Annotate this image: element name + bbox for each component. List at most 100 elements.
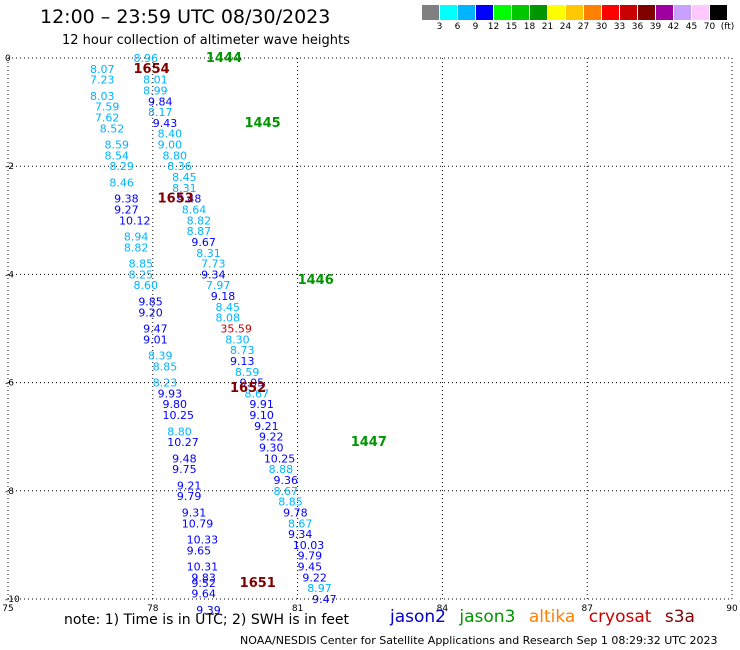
sat-altika: altika xyxy=(528,607,576,627)
x-tick-label: 87 xyxy=(581,604,592,614)
wave-height-value: 8.73 xyxy=(230,344,255,357)
x-tick-label: 78 xyxy=(147,604,159,614)
scale-label: 36 xyxy=(631,22,644,32)
wave-height-value: 9.75 xyxy=(172,463,197,476)
wave-height-value: 8.29 xyxy=(109,160,134,173)
wave-height-value: 9.30 xyxy=(259,442,284,455)
wave-height-value: 35.59 xyxy=(220,323,252,336)
scale-swatch xyxy=(512,5,529,20)
wave-height-value: 10.25 xyxy=(162,409,194,422)
wave-height-value: 9.36 xyxy=(273,474,298,487)
y-tick-label: -4 xyxy=(5,270,14,280)
wave-height-value: 9.38 xyxy=(114,193,139,206)
x-tick-label: 75 xyxy=(2,604,13,614)
scale-swatch xyxy=(458,5,475,20)
wave-height-value: 8.08 xyxy=(216,312,241,325)
wave-height-value: 9.21 xyxy=(177,479,202,492)
wave-height-value: 9.05 xyxy=(240,377,265,390)
scale-swatch xyxy=(530,5,547,20)
wave-height-value: 8.54 xyxy=(105,149,129,162)
wave-height-value: 8.80 xyxy=(162,149,187,162)
wave-height-value: 7.73 xyxy=(201,258,226,271)
wave-height-value: 9.52 xyxy=(191,577,216,590)
sat-s3a: s3a xyxy=(664,607,695,627)
wave-height-value: 8.85 xyxy=(278,496,303,509)
pass-time-label: 1445 xyxy=(245,116,281,131)
scale-label: 3 xyxy=(436,22,443,32)
scale-label: 9 xyxy=(472,22,479,32)
wave-height-value: 8.25 xyxy=(129,268,154,281)
wave-height-value: 9.34 xyxy=(288,528,313,541)
wave-height-value: 9.27 xyxy=(114,203,139,216)
scale-swatch xyxy=(692,5,709,20)
scale-label: 18 xyxy=(523,22,536,32)
wave-height-value: 8.01 xyxy=(143,74,168,87)
wave-height-value: 10.03 xyxy=(293,539,325,552)
scale-label: 12 xyxy=(487,22,500,32)
wave-height-value: 8.59 xyxy=(105,139,129,152)
x-tick-label: 84 xyxy=(437,604,449,614)
scale-swatch xyxy=(422,5,439,20)
wave-height-value: 9.43 xyxy=(153,117,178,130)
pass-time-label: 1653 xyxy=(158,192,194,207)
y-tick-label: 0 xyxy=(5,54,11,64)
wave-height-value: 9.10 xyxy=(249,409,273,422)
wave-height-value: 8.67 xyxy=(245,387,269,400)
scale-swatch xyxy=(548,5,565,20)
scale-swatch xyxy=(440,5,457,20)
footnote: note: 1) Time is in UTC; 2) SWH is in fe… xyxy=(64,612,350,628)
scale-label: 42 xyxy=(667,22,680,32)
scale-label: 39 xyxy=(649,22,662,32)
scale-label: 30 xyxy=(595,22,608,32)
x-tick-label: 81 xyxy=(292,604,303,614)
wave-height-value: 9.93 xyxy=(158,387,183,400)
wave-height-value: 7.59 xyxy=(95,101,120,114)
wave-height-value: 8.45 xyxy=(172,171,197,184)
wave-height-value: 8.85 xyxy=(153,360,178,373)
wave-height-value: 9.21 xyxy=(254,420,279,433)
scale-label: 24 xyxy=(559,22,572,32)
wave-height-value: 8.07 xyxy=(90,63,115,76)
wave-height-value: 8.88 xyxy=(269,463,294,476)
wave-height-value: 9.22 xyxy=(259,431,284,444)
wave-height-value: 9.48 xyxy=(172,452,197,465)
wave-height-value: 8.82 xyxy=(187,214,212,227)
wave-height-value: 9.91 xyxy=(249,398,273,411)
wave-height-value: 8.31 xyxy=(196,247,221,260)
pass-time-label: 1447 xyxy=(351,435,387,450)
wave-height-value: 9.80 xyxy=(162,398,187,411)
scale-swatch xyxy=(566,5,583,20)
wave-height-value: 8.23 xyxy=(153,377,178,390)
wave-height-value: 8.31 xyxy=(172,182,197,195)
pass-time-label: 1446 xyxy=(298,273,334,288)
scale-label: 6 xyxy=(454,22,461,32)
scale-swatch xyxy=(656,5,673,20)
scale-swatch xyxy=(584,5,601,20)
wave-height-value: 9.18 xyxy=(211,290,236,303)
wave-height-value: 9.39 xyxy=(196,604,221,617)
scale-label: 33 xyxy=(613,22,626,32)
wave-height-value: 8.96 xyxy=(133,52,158,65)
pass-time-label: 1651 xyxy=(240,576,276,591)
scale-label: 27 xyxy=(577,22,590,32)
y-tick-label: -2 xyxy=(5,162,14,172)
wave-height-value: 8.45 xyxy=(216,301,241,314)
wave-height-value: 8.97 xyxy=(307,582,332,595)
satellite-legend: jason2 jason3 altika cryosat s3a xyxy=(390,607,703,627)
wave-height-value: 8.40 xyxy=(158,128,183,141)
wave-height-value: 9.31 xyxy=(182,506,207,519)
wave-height-value: 10.12 xyxy=(119,214,151,227)
wave-height-value: 8.17 xyxy=(148,106,173,119)
wave-height-value: 8.99 xyxy=(143,84,168,97)
pass-time-label: 1654 xyxy=(133,62,169,77)
wave-height-value: 8.60 xyxy=(133,279,158,292)
wave-height-value: 10.79 xyxy=(182,517,214,530)
wave-height-value: 9.48 xyxy=(177,193,202,206)
wave-height-value: 9.22 xyxy=(302,571,327,584)
wave-height-value: 8.85 xyxy=(129,258,154,271)
scale-swatch xyxy=(602,5,619,20)
wave-height-value: 9.20 xyxy=(138,306,163,319)
scale-label: 45 xyxy=(685,22,698,32)
y-tick-label: -10 xyxy=(5,595,20,605)
